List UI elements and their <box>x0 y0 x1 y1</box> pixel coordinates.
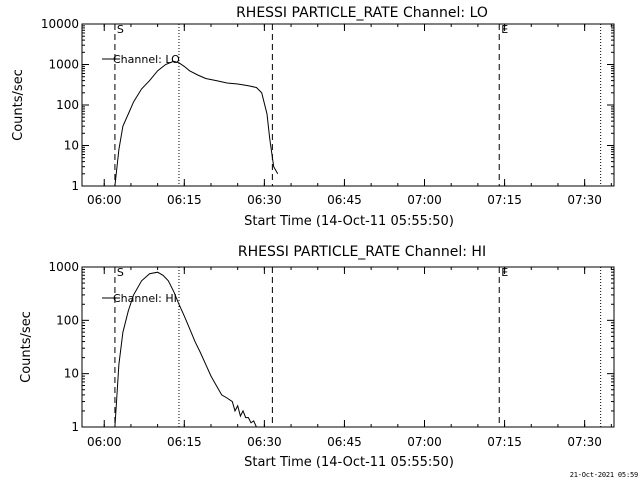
panel2-xlabel: Start Time (14-Oct-11 05:55:50) <box>244 455 454 470</box>
panel1-xtick-label: 07:30 <box>567 193 602 207</box>
panel2-title: RHESSI PARTICLE_RATE Channel: HI <box>238 244 486 260</box>
panel2-ytick-label: 100 <box>56 313 79 327</box>
panel2-xtick-label: 06:15 <box>167 435 202 449</box>
panel1-xtick-label: 06:00 <box>87 193 122 207</box>
panel1-xtick-label: 06:45 <box>327 193 362 207</box>
panel2-xtick-label: 07:15 <box>487 435 522 449</box>
panel1-ytick-label: 1000 <box>48 58 79 72</box>
panel2-marker-label: E <box>501 266 508 279</box>
panel2-plot-frame <box>81 266 615 428</box>
panel1-xtick-label: 06:30 <box>247 193 282 207</box>
panel2-series-line <box>114 271 262 428</box>
panel2-legend-label: Channel: HI <box>113 292 177 305</box>
panel1-ytick-label: 100 <box>56 98 79 112</box>
panel2-ytick-label: 10 <box>64 367 79 381</box>
panel1-marker-label: S <box>117 23 124 36</box>
panel2-xtick-label: 06:00 <box>87 435 122 449</box>
panel2-marker-label: S <box>117 266 124 279</box>
panel1-marker-label: E <box>501 23 508 36</box>
panel2-xtick-label: 07:30 <box>567 435 602 449</box>
panel2-xtick-label: 06:45 <box>327 435 362 449</box>
panel1-xtick-label: 07:00 <box>407 193 442 207</box>
panel1-plot-frame <box>81 23 615 187</box>
panel2-ylabel: Counts/sec <box>19 311 34 383</box>
panel2-xtick-label: 06:30 <box>247 435 282 449</box>
panel1-legend-label: Channel: LO <box>113 53 180 66</box>
panel1-series-line <box>114 60 279 187</box>
panel1-ytick-label: 1 <box>71 179 79 193</box>
panel2-xtick-label: 07:00 <box>407 435 442 449</box>
panel1-ytick-label: 10000 <box>41 17 79 31</box>
panel1-ylabel: Counts/sec <box>11 69 26 141</box>
panel1-xtick-label: 07:15 <box>487 193 522 207</box>
panel1-ytick-label: 10 <box>64 139 79 153</box>
panel1-xlabel: Start Time (14-Oct-11 05:55:50) <box>244 214 454 229</box>
panel1-xtick-label: 06:15 <box>167 193 202 207</box>
panel2-ytick-label: 1000 <box>48 260 79 274</box>
panel2-ytick-label: 1 <box>71 420 79 434</box>
footer-timestamp: 21-Oct-2021 05:59 <box>569 471 638 479</box>
panel1-title: RHESSI PARTICLE_RATE Channel: LO <box>236 5 488 21</box>
